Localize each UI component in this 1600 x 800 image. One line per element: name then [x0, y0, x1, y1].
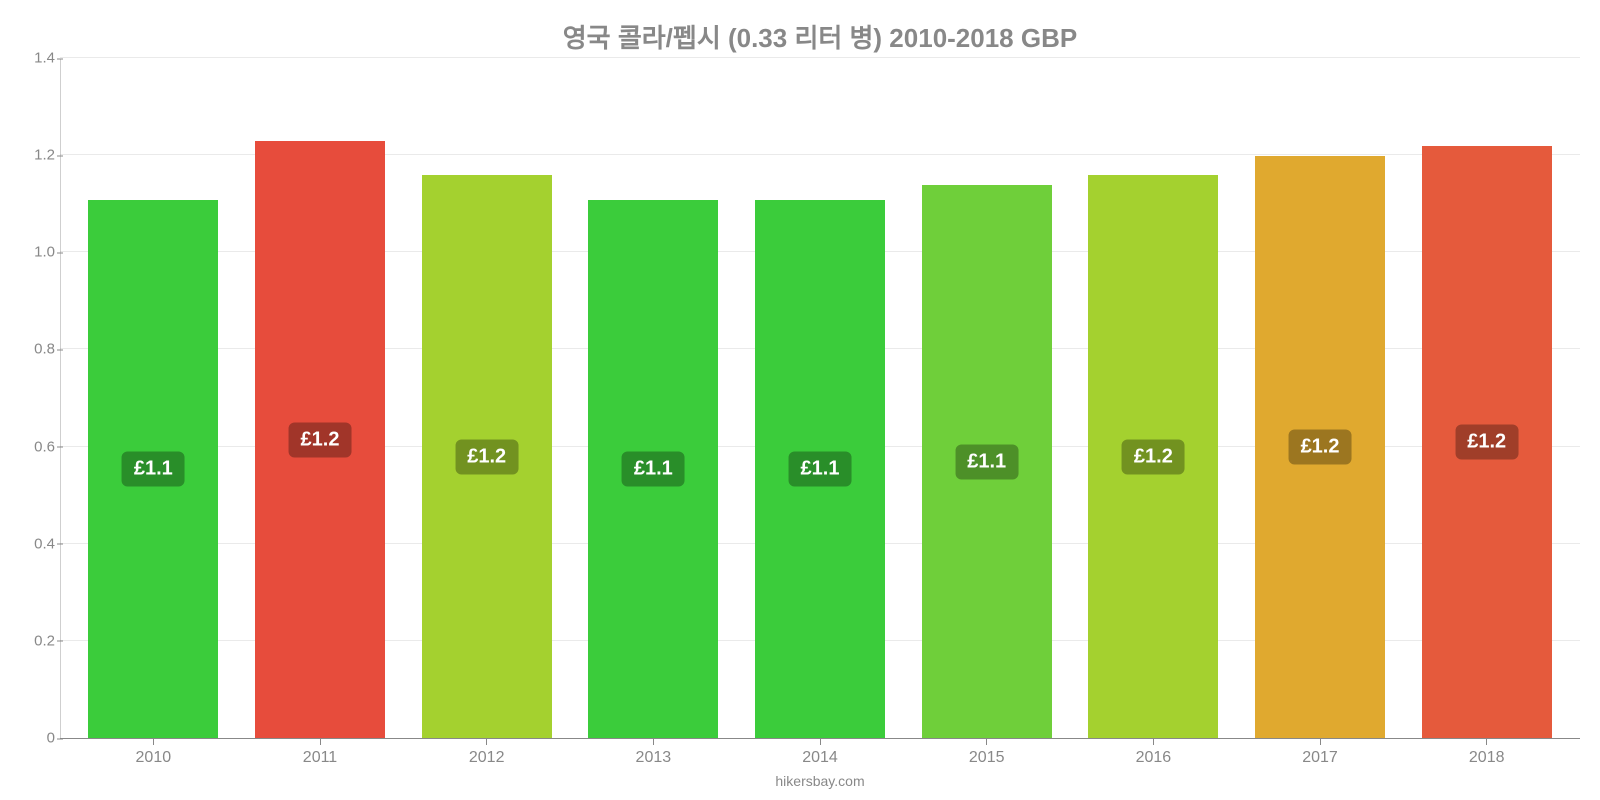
bar: £1.1: [588, 200, 718, 738]
bar-slot: £1.1: [70, 59, 237, 738]
x-tick-label: 2011: [237, 747, 404, 767]
y-tick-label: 1.4: [15, 50, 55, 67]
bar-value-label: £1.1: [122, 451, 185, 486]
bar: £1.2: [1255, 156, 1385, 738]
x-tick-label: 2018: [1403, 747, 1570, 767]
x-tick-label: 2015: [903, 747, 1070, 767]
bar-value-label: £1.1: [789, 451, 852, 486]
bar-value-label: £1.2: [1122, 439, 1185, 474]
y-tick-label: 0: [15, 730, 55, 747]
bar-value-label: £1.2: [455, 439, 518, 474]
x-tick-label: 2014: [737, 747, 904, 767]
bar-slot: £1.1: [570, 59, 737, 738]
bar-value-label: £1.1: [622, 451, 685, 486]
bar: £1.2: [422, 175, 552, 738]
y-tick-label: 1.2: [15, 147, 55, 164]
bar-slot: £1.1: [903, 59, 1070, 738]
bar: £1.1: [88, 200, 218, 738]
x-tick-label: 2010: [70, 747, 237, 767]
bar-value-label: £1.2: [1455, 425, 1518, 460]
bar-value-label: £1.1: [955, 444, 1018, 479]
x-tick-label: 2012: [403, 747, 570, 767]
price-bar-chart: 영국 콜라/펩시 (0.33 리터 병) 2010-2018 GBP 0 0.2 0…: [0, 0, 1600, 800]
bar-value-label: £1.2: [1289, 430, 1352, 465]
bar: £1.2: [255, 141, 385, 738]
attribution: hikersbay.com: [60, 773, 1580, 789]
y-tick-label: 0.8: [15, 341, 55, 358]
y-tick-label: 0.2: [15, 632, 55, 649]
chart-title: 영국 콜라/펩시 (0.33 리터 병) 2010-2018 GBP: [60, 18, 1580, 55]
y-tick-label: 0.6: [15, 438, 55, 455]
bar-slot: £1.2: [1237, 59, 1404, 738]
bar-slot: £1.2: [237, 59, 404, 738]
x-tick-label: 2017: [1237, 747, 1404, 767]
grid-line: [60, 57, 1580, 58]
bar-value-label: £1.2: [289, 422, 352, 457]
bar: £1.1: [755, 200, 885, 738]
x-tick-label: 2016: [1070, 747, 1237, 767]
x-axis: 201020112012201320142015201620172018: [60, 747, 1580, 767]
bar-slot: £1.1: [737, 59, 904, 738]
bar-slot: £1.2: [1403, 59, 1570, 738]
y-tick-label: 0.4: [15, 535, 55, 552]
x-tick-label: 2013: [570, 747, 737, 767]
bar: £1.2: [1088, 175, 1218, 738]
y-tick-label: 1.0: [15, 244, 55, 261]
bar: £1.2: [1422, 146, 1552, 738]
bars-container: £1.1 £1.2 £1.2 £1.1 £1.1 £1.1 £1.2 £1.2 £1.2: [60, 59, 1580, 738]
plot-area: 00.20.40.60.81.01.21.4 £1.1£1.2£1.2£1.1£…: [60, 59, 1580, 739]
bar: £1.1: [922, 185, 1052, 738]
bar-slot: £1.2: [403, 59, 570, 738]
bar-slot: £1.2: [1070, 59, 1237, 738]
